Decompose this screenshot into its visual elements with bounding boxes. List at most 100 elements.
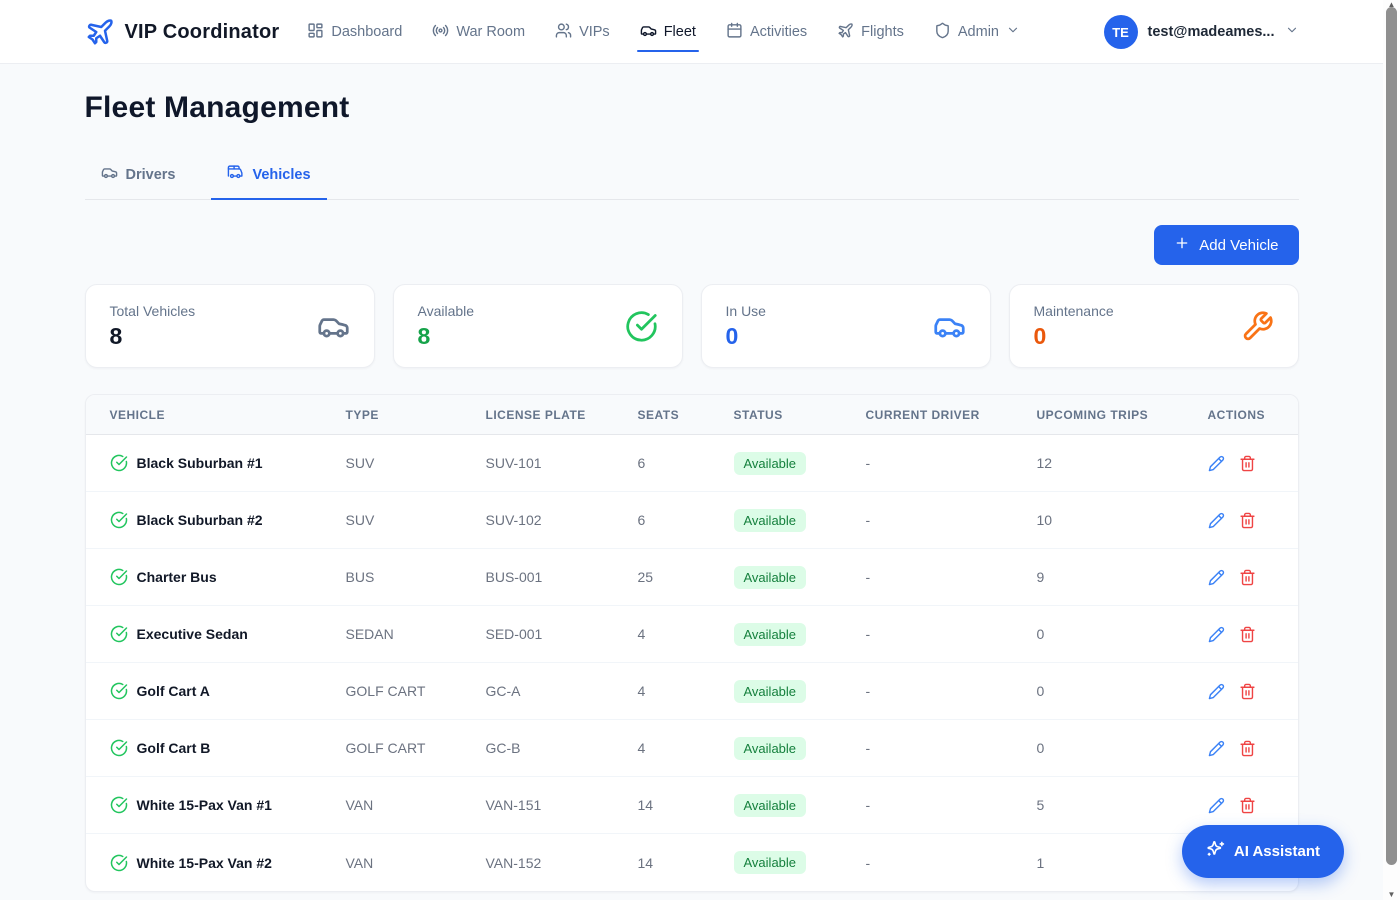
check-circle-icon — [110, 511, 128, 529]
current-driver: - — [866, 740, 1037, 756]
ai-assistant-button[interactable]: AI Assistant — [1182, 825, 1344, 878]
nav-item-flights[interactable]: Flights — [837, 0, 904, 64]
license-plate: GC-B — [486, 740, 638, 756]
status-badge: Available — [734, 851, 807, 874]
delete-vehicle-button[interactable] — [1239, 740, 1256, 757]
table-row: Charter Bus BUS BUS-001 25 Available - 9 — [86, 549, 1298, 606]
nav-item-war-room[interactable]: War Room — [432, 0, 525, 64]
trash-icon — [1239, 631, 1256, 646]
chevron-down-icon — [1006, 23, 1020, 41]
nav-item-label: Fleet — [664, 24, 696, 40]
table-body: Black Suburban #1 SUV SUV-101 6 Availabl… — [86, 435, 1298, 891]
stat-card-available: Available 8 — [393, 284, 683, 368]
edit-vehicle-button[interactable] — [1208, 455, 1225, 472]
plus-icon — [1174, 235, 1190, 255]
vehicles-table: VEHICLE TYPE LICENSE PLATE SEATS STATUS … — [85, 394, 1299, 892]
stat-card-in-use: In Use 0 — [701, 284, 991, 368]
sparkles-icon — [1206, 840, 1225, 863]
edit-vehicle-button[interactable] — [1208, 683, 1225, 700]
scrollbar-thumb[interactable] — [1386, 7, 1397, 865]
edit-vehicle-button[interactable] — [1208, 626, 1225, 643]
seats: 25 — [638, 569, 734, 585]
nav-item-vips[interactable]: VIPs — [555, 0, 610, 64]
nav-item-label: Admin — [958, 24, 999, 40]
delete-vehicle-button[interactable] — [1239, 512, 1256, 529]
check-circle-icon — [110, 625, 128, 643]
nav-item-fleet[interactable]: Fleet — [640, 0, 696, 64]
table-header-row: VEHICLE TYPE LICENSE PLATE SEATS STATUS … — [86, 395, 1298, 435]
shield-icon — [934, 22, 951, 43]
nav-item-activities[interactable]: Activities — [726, 0, 807, 64]
check-circle-icon — [110, 854, 128, 872]
vehicle-name: White 15-Pax Van #1 — [137, 797, 272, 813]
seats: 14 — [638, 797, 734, 813]
add-vehicle-label: Add Vehicle — [1199, 237, 1278, 254]
upcoming-trips: 0 — [1037, 740, 1208, 756]
license-plate: SED-001 — [486, 626, 638, 642]
table-row: Golf Cart A GOLF CART GC-A 4 Available -… — [86, 663, 1298, 720]
plane-icon — [837, 22, 854, 43]
license-plate: VAN-152 — [486, 855, 638, 871]
current-driver: - — [866, 797, 1037, 813]
add-vehicle-button[interactable]: Add Vehicle — [1154, 225, 1298, 265]
edit-vehicle-button[interactable] — [1208, 569, 1225, 586]
vehicle-type: SUV — [346, 455, 486, 471]
edit-vehicle-button[interactable] — [1208, 740, 1225, 757]
van-icon — [227, 164, 244, 185]
check-circle-icon — [110, 739, 128, 757]
vehicle-name: Golf Cart A — [137, 683, 210, 699]
users-icon — [555, 22, 572, 43]
table-row: Executive Sedan SEDAN SED-001 4 Availabl… — [86, 606, 1298, 663]
user-email: test@madeames... — [1148, 24, 1275, 40]
nav-item-dashboard[interactable]: Dashboard — [307, 0, 402, 64]
vehicle-name: Charter Bus — [137, 569, 217, 585]
nav-item-admin[interactable]: Admin — [934, 0, 1020, 64]
car-icon — [101, 164, 118, 185]
delete-vehicle-button[interactable] — [1239, 797, 1256, 814]
column-header-vehicle: VEHICLE — [110, 408, 346, 422]
upcoming-trips: 5 — [1037, 797, 1208, 813]
upcoming-trips: 9 — [1037, 569, 1208, 585]
top-navbar: VIP Coordinator Dashboard War Room VIPs — [0, 0, 1383, 64]
table-toolbar: Add Vehicle — [85, 225, 1299, 265]
trash-icon — [1239, 574, 1256, 589]
delete-vehicle-button[interactable] — [1239, 569, 1256, 586]
upcoming-trips: 10 — [1037, 512, 1208, 528]
user-menu[interactable]: TE test@madeames... — [1104, 15, 1299, 49]
edit-vehicle-button[interactable] — [1208, 512, 1225, 529]
tab-vehicles[interactable]: Vehicles — [211, 154, 326, 200]
column-header-actions: ACTIONS — [1208, 408, 1274, 422]
upcoming-trips: 0 — [1037, 626, 1208, 642]
check-circle-icon — [110, 682, 128, 700]
brand-link[interactable]: VIP Coordinator — [85, 17, 280, 47]
seats: 6 — [638, 455, 734, 471]
trash-icon — [1239, 802, 1256, 817]
stat-value: 8 — [418, 324, 475, 349]
vehicle-type: VAN — [346, 855, 486, 871]
column-header-seats: SEATS — [638, 408, 734, 422]
stat-label: Available — [418, 303, 475, 319]
delete-vehicle-button[interactable] — [1239, 626, 1256, 643]
column-header-status: STATUS — [734, 408, 866, 422]
delete-vehicle-button[interactable] — [1239, 455, 1256, 472]
seats: 6 — [638, 512, 734, 528]
stat-label: In Use — [726, 303, 766, 319]
edit-vehicle-button[interactable] — [1208, 797, 1225, 814]
tab-label: Drivers — [126, 167, 176, 183]
pencil-icon — [1208, 460, 1225, 475]
column-header-type: TYPE — [346, 408, 486, 422]
column-header-upcoming-trips: UPCOMING TRIPS — [1037, 408, 1208, 422]
vehicle-name: Executive Sedan — [137, 626, 248, 642]
tab-label: Vehicles — [252, 167, 310, 183]
pencil-icon — [1208, 688, 1225, 703]
tab-drivers[interactable]: Drivers — [85, 154, 192, 200]
scrollbar-down-arrow[interactable]: ▼ — [1383, 891, 1400, 899]
table-row: Black Suburban #2 SUV SUV-102 6 Availabl… — [86, 492, 1298, 549]
stat-value: 0 — [1034, 324, 1114, 349]
car-icon — [317, 310, 350, 343]
primary-nav: Dashboard War Room VIPs Fleet Activities — [307, 0, 1020, 64]
vehicle-name: White 15-Pax Van #2 — [137, 855, 272, 871]
delete-vehicle-button[interactable] — [1239, 683, 1256, 700]
pencil-icon — [1208, 802, 1225, 817]
radio-icon — [432, 22, 449, 43]
